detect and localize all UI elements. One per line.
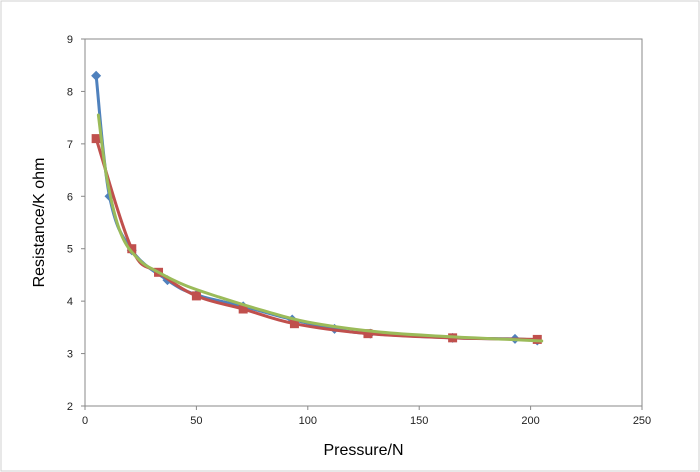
x-tick-label: 50 <box>190 415 202 427</box>
series-3 <box>96 113 544 343</box>
series-1-point <box>91 70 102 81</box>
x-tick-label: 150 <box>410 415 428 427</box>
y-axis-title: Resistance/K ohm <box>31 158 48 288</box>
series-layer <box>91 70 544 346</box>
y-tick-label: 2 <box>67 401 73 413</box>
x-tick-label: 100 <box>299 415 317 427</box>
series-3-line <box>96 113 544 343</box>
x-axis-title: Pressure/N <box>323 442 403 459</box>
plot-area <box>84 38 643 407</box>
series-2-point <box>289 319 299 329</box>
series-2-point <box>363 329 373 339</box>
series-2-point <box>127 244 137 254</box>
x-tick-label: 250 <box>633 415 651 427</box>
x-axis: 0 50 100 150 200 250 <box>82 406 651 427</box>
y-tick-label: 4 <box>67 296 73 308</box>
y-tick-label: 9 <box>67 34 73 46</box>
series-2-point <box>91 134 101 144</box>
y-tick-label: 8 <box>67 86 73 98</box>
y-tick-label: 3 <box>67 349 73 361</box>
series-2-point <box>238 304 248 314</box>
y-axis: 2 3 4 5 6 7 8 9 <box>67 34 85 413</box>
y-tick-label: 7 <box>67 139 73 151</box>
x-tick-label: 0 <box>82 415 88 427</box>
y-tick-label: 5 <box>67 244 73 256</box>
x-tick-label: 200 <box>521 415 539 427</box>
series-2-point <box>191 291 201 301</box>
y-tick-label: 6 <box>67 191 73 203</box>
